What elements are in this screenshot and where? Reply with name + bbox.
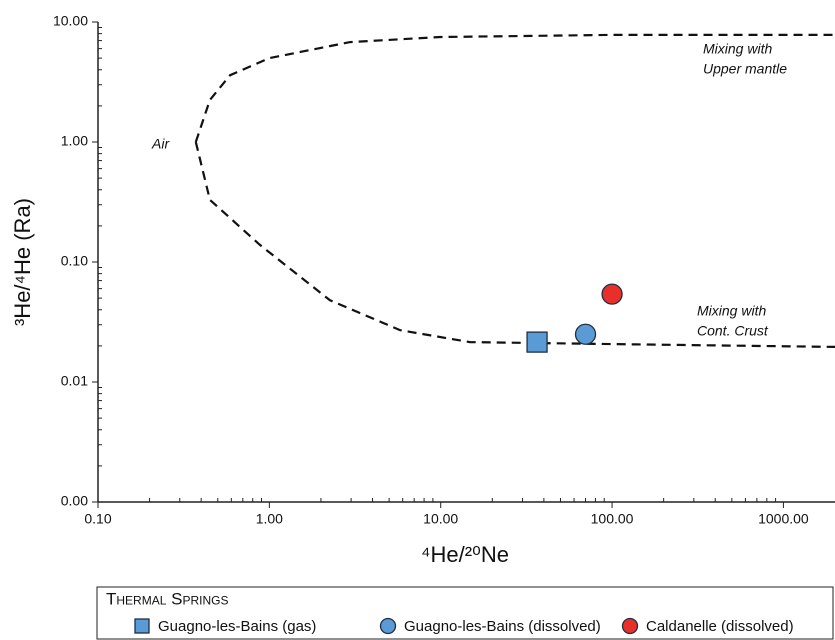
- x-tick-label: 1000.00: [758, 511, 809, 527]
- annotation: Mixing with: [697, 303, 766, 319]
- annotation: Cont. Crust: [697, 323, 769, 339]
- data-point: [574, 323, 597, 345]
- x-axis-label: ⁴He/²⁰Ne: [421, 542, 509, 567]
- y-axis-label: ³He/⁴He (Ra): [10, 198, 35, 326]
- y-tick-label: 1.00: [61, 133, 88, 149]
- x-tick-label: 100.00: [591, 511, 634, 527]
- y-tick-label: 0.10: [61, 253, 88, 269]
- y-tick-label: 0.01: [61, 373, 88, 389]
- legend-marker: [621, 617, 639, 635]
- x-tick-label: 1.00: [256, 511, 283, 527]
- annotation: Air: [151, 136, 170, 152]
- annotation: Upper mantle: [703, 61, 787, 77]
- legend-marker: [134, 618, 150, 634]
- data-point: [526, 331, 548, 353]
- legend-label: Guagno-les-Bains (dissolved): [404, 618, 601, 635]
- legend-label: Guagno-les-Bains (gas): [158, 618, 316, 635]
- legend-label: Caldanelle (dissolved): [646, 618, 794, 635]
- x-tick-label: 10.00: [423, 511, 458, 527]
- legend-marker: [379, 617, 397, 635]
- y-tick-label: 0.00: [61, 493, 88, 509]
- mixing-curve: [194, 33, 835, 143]
- y-tick-label: 10.00: [53, 13, 88, 29]
- x-tick-label: 0.10: [84, 511, 111, 527]
- legend-title: Thermal Springs: [106, 589, 228, 608]
- legend-box: [96, 586, 834, 640]
- annotation: Mixing with: [703, 41, 772, 57]
- data-point: [601, 283, 623, 305]
